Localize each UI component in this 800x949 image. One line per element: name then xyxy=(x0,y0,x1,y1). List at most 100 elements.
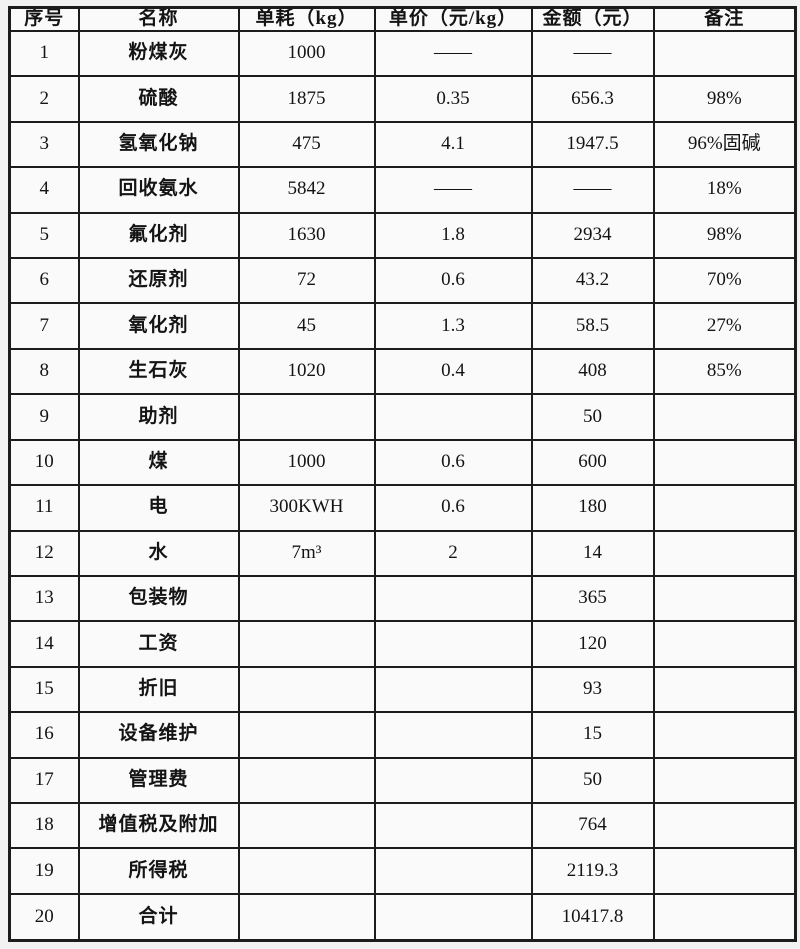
cell-no: 17 xyxy=(8,756,80,805)
cell-price: 4.1 xyxy=(373,120,533,169)
cell-remark xyxy=(652,484,797,532)
cell-consumption: 1000 xyxy=(237,438,376,487)
cell-name: 电 xyxy=(77,484,240,532)
cell-name: 氢氧化钠 xyxy=(77,120,240,169)
cell-consumption: 300KWH xyxy=(237,484,376,532)
cell-consumption xyxy=(237,802,376,850)
cell-consumption: 7m³ xyxy=(237,529,376,577)
cell-price: —— xyxy=(373,29,533,78)
cell-name: 氧化剂 xyxy=(77,302,240,350)
cell-amount: —— xyxy=(530,166,655,214)
cell-name: 回收氨水 xyxy=(77,166,240,214)
cell-remark xyxy=(652,802,797,850)
cell-no: 11 xyxy=(8,484,80,532)
cell-no: 3 xyxy=(8,120,80,169)
cell-consumption: 1875 xyxy=(237,75,376,123)
table-row: 10 煤 1000 0.6 600 xyxy=(8,438,797,487)
cell-remark xyxy=(652,892,797,942)
cell-consumption: 1630 xyxy=(237,211,376,260)
cell-price: 0.6 xyxy=(373,438,533,487)
cell-price: 0.6 xyxy=(373,256,533,305)
cell-price xyxy=(373,892,533,942)
cell-price: 0.35 xyxy=(373,75,533,123)
cell-consumption xyxy=(237,620,376,668)
table-row: 14 工资 120 xyxy=(8,620,797,668)
cell-consumption xyxy=(237,574,376,623)
cell-amount: 408 xyxy=(530,347,655,396)
cell-consumption: 1020 xyxy=(237,347,376,396)
cell-name: 硫酸 xyxy=(77,75,240,123)
cell-name: 增值税及附加 xyxy=(77,802,240,850)
cell-amount: 93 xyxy=(530,665,655,714)
cell-remark xyxy=(652,574,797,623)
header-serial-number: 序号 xyxy=(8,6,80,32)
cell-no: 20 xyxy=(8,892,80,942)
cell-amount: —— xyxy=(530,29,655,78)
table-row: 18 增值税及附加 764 xyxy=(8,802,797,850)
cell-price xyxy=(373,802,533,850)
cell-price: 2 xyxy=(373,529,533,577)
cell-remark: 98% xyxy=(652,211,797,260)
cell-price xyxy=(373,393,533,441)
cell-amount: 10417.8 xyxy=(530,892,655,942)
cell-remark: 70% xyxy=(652,256,797,305)
header-unit-consumption: 单耗（kg） xyxy=(237,6,376,32)
cell-no: 15 xyxy=(8,665,80,714)
cell-consumption xyxy=(237,393,376,441)
cell-no: 2 xyxy=(8,75,80,123)
cell-price xyxy=(373,756,533,805)
cell-no: 4 xyxy=(8,166,80,214)
cell-amount: 1947.5 xyxy=(530,120,655,169)
cell-price xyxy=(373,665,533,714)
table-row: 9 助剂 50 xyxy=(8,393,797,441)
cell-amount: 43.2 xyxy=(530,256,655,305)
cell-price xyxy=(373,847,533,895)
cell-no: 8 xyxy=(8,347,80,396)
cell-name: 助剂 xyxy=(77,393,240,441)
cell-name: 还原剂 xyxy=(77,256,240,305)
cell-amount: 14 xyxy=(530,529,655,577)
cell-remark xyxy=(652,620,797,668)
cell-no: 18 xyxy=(8,802,80,850)
cell-price: 1.8 xyxy=(373,211,533,260)
cell-amount: 180 xyxy=(530,484,655,532)
table-row: 3 氢氧化钠 475 4.1 1947.5 96%固碱 xyxy=(8,120,797,169)
table-row: 1 粉煤灰 1000 —— —— xyxy=(8,29,797,78)
cell-remark xyxy=(652,665,797,714)
table-row: 20 合计 10417.8 xyxy=(8,892,797,942)
table-row: 8 生石灰 1020 0.4 408 85% xyxy=(8,347,797,396)
table-row: 13 包装物 365 xyxy=(8,574,797,623)
cell-no: 10 xyxy=(8,438,80,487)
cell-name: 煤 xyxy=(77,438,240,487)
cell-consumption xyxy=(237,711,376,759)
cell-consumption: 72 xyxy=(237,256,376,305)
table-row: 6 还原剂 72 0.6 43.2 70% xyxy=(8,256,797,305)
header-item-name: 名称 xyxy=(77,6,240,32)
table-row: 19 所得税 2119.3 xyxy=(8,847,797,895)
cell-remark: 96%固碱 xyxy=(652,120,797,169)
cell-remark xyxy=(652,393,797,441)
cell-amount: 600 xyxy=(530,438,655,487)
cell-amount: 2934 xyxy=(530,211,655,260)
cell-name: 设备维护 xyxy=(77,711,240,759)
cell-no: 19 xyxy=(8,847,80,895)
header-unit-price: 单价（元/kg） xyxy=(373,6,533,32)
table-row: 17 管理费 50 xyxy=(8,756,797,805)
cell-name: 生石灰 xyxy=(77,347,240,396)
cell-amount: 58.5 xyxy=(530,302,655,350)
cell-price xyxy=(373,574,533,623)
cell-consumption: 1000 xyxy=(237,29,376,78)
cell-amount: 656.3 xyxy=(530,75,655,123)
cell-no: 6 xyxy=(8,256,80,305)
table-header: 序号 名称 单耗（kg） 单价（元/kg） 金额（元） 备注 xyxy=(8,6,797,32)
cell-consumption xyxy=(237,665,376,714)
cell-price xyxy=(373,620,533,668)
cell-price xyxy=(373,711,533,759)
cell-amount: 15 xyxy=(530,711,655,759)
cell-consumption xyxy=(237,847,376,895)
cell-price: —— xyxy=(373,166,533,214)
cell-name: 所得税 xyxy=(77,847,240,895)
cell-consumption: 45 xyxy=(237,302,376,350)
cell-remark xyxy=(652,847,797,895)
header-amount: 金额（元） xyxy=(530,6,655,32)
